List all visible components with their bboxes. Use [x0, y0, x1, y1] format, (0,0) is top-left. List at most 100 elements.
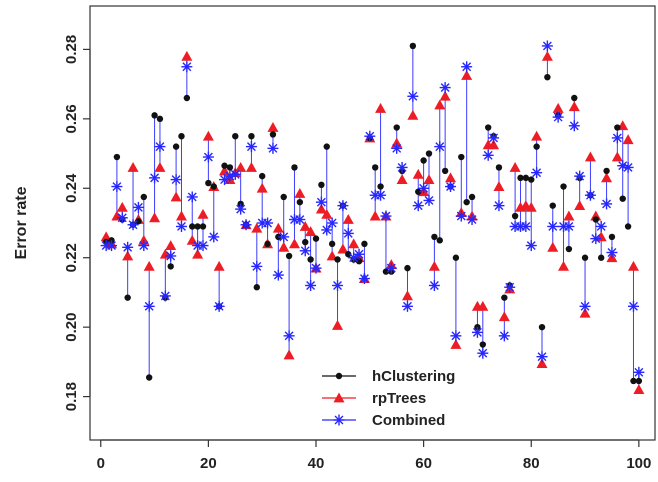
rptrees-point: [611, 151, 623, 162]
combined-point: [434, 141, 446, 153]
combined-point: [235, 203, 247, 215]
y-tick-label: 0.28: [63, 35, 80, 64]
rptrees-point: [412, 168, 424, 179]
hclustering-point: [334, 256, 341, 263]
hclustering-point: [630, 377, 637, 385]
combined-point: [536, 351, 548, 363]
hclustering-point: [258, 172, 266, 180]
combined-point: [267, 142, 279, 154]
legend-label: Combined: [372, 412, 445, 429]
combined-point: [283, 330, 295, 342]
hclustering-point: [113, 153, 121, 161]
hclustering-point: [371, 164, 379, 171]
rptrees-point: [149, 212, 161, 223]
combined-point: [531, 167, 543, 179]
combined-point: [262, 217, 274, 229]
y-tick-label: 0.22: [63, 243, 80, 272]
hclustering-point: [501, 294, 508, 301]
combined-point: [175, 220, 187, 232]
rptrees-point: [401, 290, 413, 301]
rptrees-point: [633, 384, 645, 395]
combined-point: [321, 224, 333, 236]
combined-point: [159, 290, 171, 302]
x-tick-label: 80: [523, 455, 540, 472]
combined-point: [488, 132, 500, 144]
hclustering-point: [608, 233, 616, 241]
combined-point: [186, 191, 198, 203]
hclustering-point: [232, 133, 239, 140]
combined-point: [358, 273, 370, 285]
hclustering-point: [404, 264, 411, 272]
hclustering-point: [479, 341, 487, 348]
combined-point: [471, 326, 483, 338]
hclustering-point: [592, 216, 600, 223]
hclustering-point: [549, 202, 556, 209]
combined-point: [337, 200, 349, 212]
rptrees-point: [175, 210, 187, 221]
combined-point: [111, 181, 123, 193]
rptrees-point: [321, 208, 333, 219]
data-points: [100, 40, 645, 395]
combined-point: [272, 269, 284, 281]
combined-point: [455, 210, 467, 222]
hclustering-point: [382, 268, 390, 275]
hclustering-point: [312, 235, 320, 242]
rptrees-point: [348, 238, 360, 249]
combined-point: [149, 172, 161, 184]
rptrees-point: [197, 208, 209, 219]
hclustering-point: [140, 193, 148, 201]
combined-point: [579, 300, 591, 312]
rptrees-point: [407, 109, 419, 120]
rptrees-point: [622, 134, 634, 145]
combined-point: [213, 300, 225, 312]
legend-item: Combined: [322, 412, 445, 429]
rptrees-point: [498, 311, 510, 322]
hclustering-point: [253, 284, 261, 291]
combined-point: [315, 196, 327, 208]
hclustering-point: [597, 254, 605, 261]
rptrees-point: [305, 226, 317, 237]
rptrees-point: [568, 101, 580, 112]
combined-point: [197, 240, 209, 252]
rptrees-point: [396, 174, 408, 184]
hclustering-point: [302, 238, 309, 246]
hclustering-point: [571, 94, 578, 102]
hclustering-point: [355, 257, 363, 265]
hclustering-point: [291, 164, 298, 171]
hclustering-point: [248, 133, 255, 140]
combined-point: [627, 300, 639, 312]
rptrees-point: [315, 203, 327, 214]
combined-point: [461, 61, 473, 73]
y-tick-label: 0.26: [63, 104, 80, 133]
x-tick-label: 60: [415, 455, 432, 472]
hclustering-point: [544, 73, 551, 81]
rptrees-point: [439, 90, 451, 101]
hclustering-point: [210, 183, 217, 190]
hclustering-point: [431, 233, 438, 241]
hclustering-point: [560, 183, 567, 190]
combined-point: [170, 174, 182, 186]
combined-point: [574, 170, 586, 182]
hclustering-point: [603, 167, 610, 175]
combined-point: [132, 201, 144, 213]
hclustering-point: [565, 245, 573, 253]
rptrees-point: [202, 130, 214, 141]
combined-point: [563, 220, 575, 232]
hclustering-point: [178, 133, 185, 140]
rptrees-point: [375, 102, 387, 113]
y-tick-label: 0.18: [63, 382, 80, 411]
rptrees-point: [493, 181, 505, 191]
combined-point: [423, 194, 435, 206]
rptrees-point: [256, 182, 268, 193]
rptrees-point: [267, 122, 279, 132]
hclustering-point: [528, 176, 535, 183]
rptrees-point: [272, 222, 284, 233]
hclustering-point: [463, 198, 470, 206]
rptrees-point: [477, 300, 489, 311]
x-tick-label: 40: [308, 455, 325, 472]
combined-point: [165, 250, 177, 262]
hclustering-point: [156, 115, 164, 123]
y-tick-label: 0.20: [63, 313, 80, 342]
rptrees-point: [428, 260, 440, 271]
